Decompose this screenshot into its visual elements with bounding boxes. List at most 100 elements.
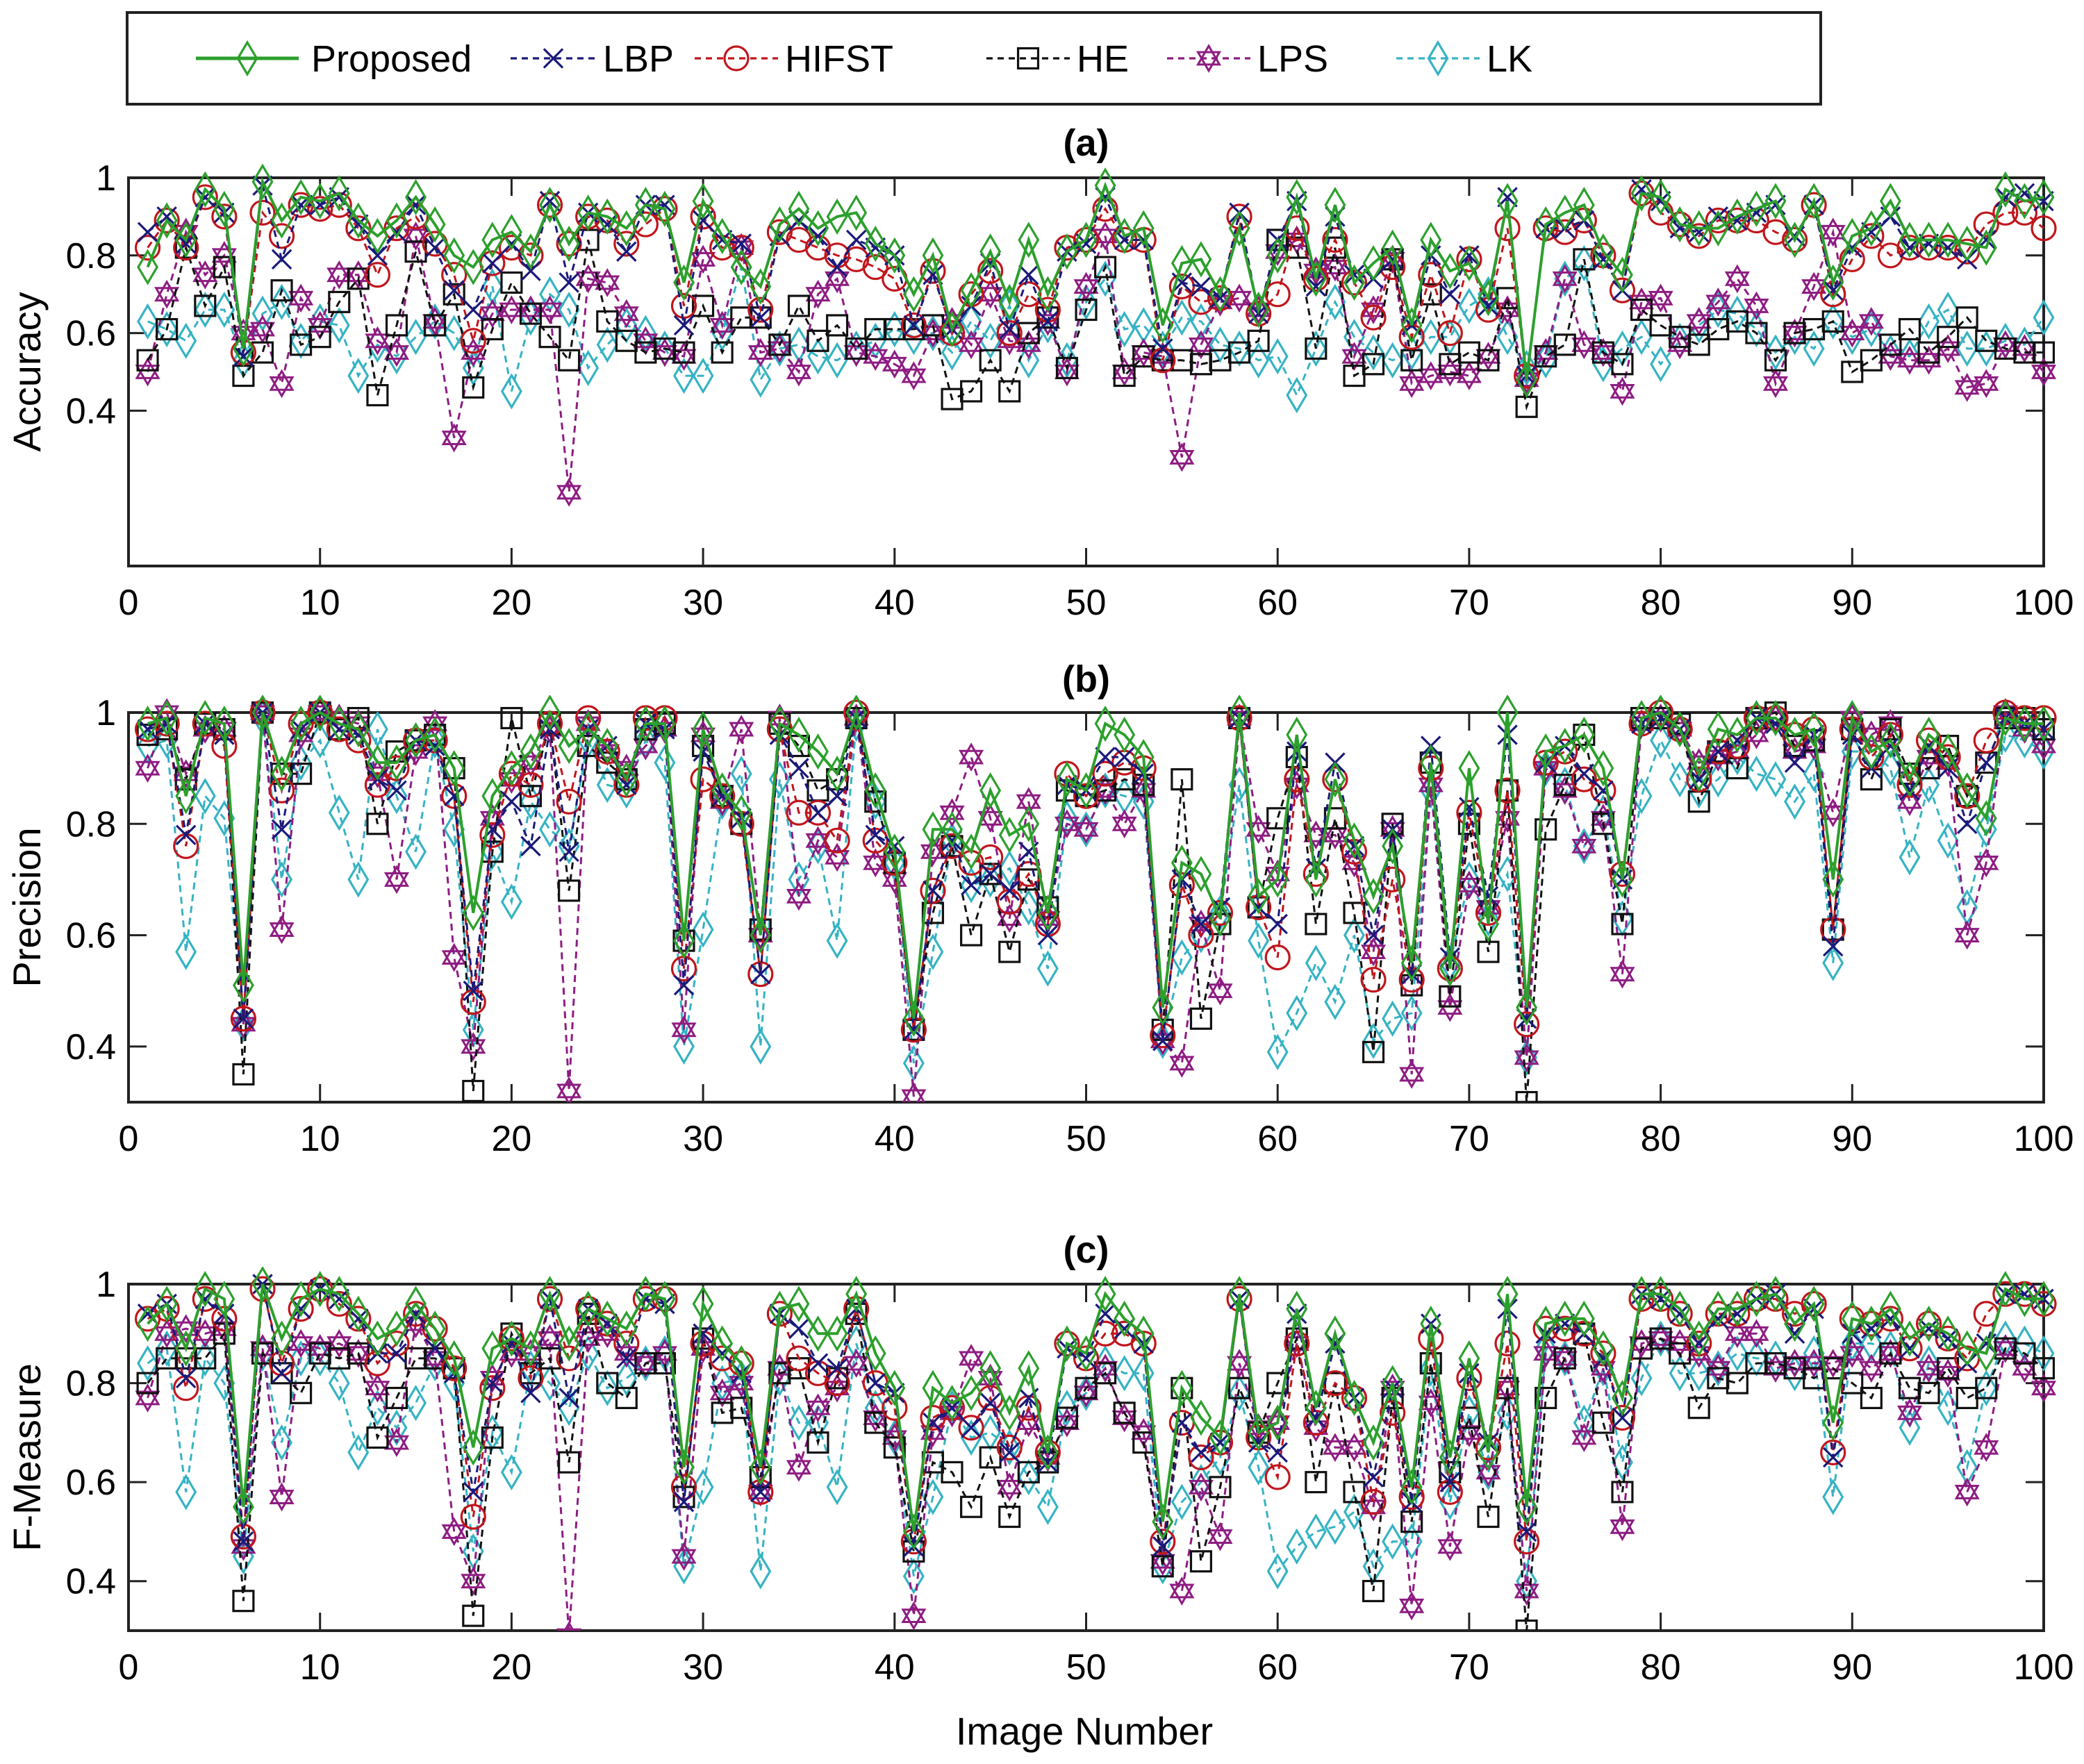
data-point-proposed xyxy=(807,733,829,770)
hexagram-part xyxy=(1227,1356,1252,1378)
data-point-lk xyxy=(730,756,752,792)
data-point-he xyxy=(1917,341,1940,364)
data-point-lbp xyxy=(1267,913,1288,935)
data-point-proposed xyxy=(194,699,216,737)
data-point-he xyxy=(1841,360,1864,383)
data-point-hifst xyxy=(345,215,372,242)
data-point-lbp xyxy=(1650,708,1671,729)
data-point-lps xyxy=(1456,361,1482,390)
data-point-lps xyxy=(1456,870,1482,900)
hexagram-part xyxy=(1724,264,1750,286)
data-point-proposed xyxy=(941,1384,963,1422)
data-point-lps xyxy=(288,283,314,313)
data-point-he xyxy=(213,256,235,278)
data-point-proposed xyxy=(1075,772,1097,809)
data-point-lbp xyxy=(463,980,483,1001)
hexagram-part xyxy=(135,1390,160,1413)
hexagram-part xyxy=(1341,1433,1367,1455)
data-point-proposed xyxy=(156,202,178,239)
hexagram-part xyxy=(499,772,524,794)
data-point-he xyxy=(1400,349,1423,372)
hexagram-part xyxy=(2031,365,2057,387)
data-point-he xyxy=(1343,1481,1366,1504)
legend-label: LPS xyxy=(1257,38,1328,80)
data-point-lbp xyxy=(711,785,733,806)
data-point-lk xyxy=(462,349,484,386)
data-point-lps xyxy=(1073,815,1099,844)
data-point-lbp xyxy=(1612,1407,1633,1429)
hexagram-part xyxy=(997,1479,1023,1502)
panel-title: (b) xyxy=(1062,658,1110,700)
data-point-lk xyxy=(1305,945,1327,981)
data-point-lk xyxy=(1899,839,1921,876)
data-point-proposed xyxy=(788,716,810,754)
data-point-lps xyxy=(1093,222,1118,251)
data-point-proposed xyxy=(1324,761,1346,798)
data-point-lps xyxy=(690,244,716,274)
data-point-proposed xyxy=(1132,1315,1155,1352)
hexagram-part xyxy=(1610,376,1635,399)
data-point-lk xyxy=(902,1045,925,1081)
data-point-proposed xyxy=(1918,222,1940,258)
data-point-he xyxy=(347,267,370,290)
x-tick-label: 20 xyxy=(491,1647,531,1688)
data-point-he xyxy=(251,1342,274,1365)
data-point-lps xyxy=(939,798,965,828)
data-point-lbp xyxy=(1343,835,1365,857)
hexagram-part xyxy=(575,1324,601,1346)
data-point-lk xyxy=(1324,1508,1346,1545)
data-point-proposed xyxy=(577,1290,599,1327)
data-point-proposed xyxy=(807,1315,829,1352)
x-tick-label: 20 xyxy=(491,1119,531,1159)
data-point-proposed xyxy=(1726,198,1748,235)
hexagram-part xyxy=(1552,1344,1578,1366)
data-point-proposed xyxy=(1784,716,1806,754)
data-point-lps xyxy=(1227,1349,1252,1378)
data-point-lk xyxy=(1918,303,1940,340)
data-point-lk xyxy=(673,1028,695,1065)
hexagram-part xyxy=(1801,272,1827,294)
legend-marker-square-icon xyxy=(1016,47,1040,70)
hexagram-part xyxy=(1610,967,1635,989)
hexagram-part xyxy=(1744,291,1769,313)
data-point-lps xyxy=(537,1324,563,1354)
hexagram-part xyxy=(383,872,410,895)
data-point-proposed xyxy=(328,705,350,742)
hexagram-part xyxy=(1196,51,1222,73)
data-point-proposed xyxy=(596,727,618,765)
data-point-lbp xyxy=(1956,813,1978,835)
data-point-proposed xyxy=(175,778,197,815)
hexagram-part xyxy=(901,1601,927,1624)
y-axis-label: F-Measure xyxy=(5,1363,49,1551)
data-point-hifst xyxy=(670,292,697,319)
data-point-he xyxy=(270,279,293,302)
data-point-proposed xyxy=(1860,1305,1883,1342)
data-point-hifst xyxy=(1858,223,1885,249)
data-point-proposed xyxy=(1554,194,1576,231)
data-point-proposed xyxy=(615,210,638,247)
data-point-lps xyxy=(825,842,850,872)
data-point-lps xyxy=(1648,1324,1673,1354)
data-point-lbp xyxy=(941,1397,963,1418)
data-point-lps xyxy=(1399,1591,1425,1621)
data-point-proposed xyxy=(1114,1300,1136,1337)
data-point-proposed xyxy=(1879,183,1901,219)
data-point-lk xyxy=(826,1469,848,1506)
hexagram-part xyxy=(499,295,524,317)
hexagram-part xyxy=(1801,1356,1827,1378)
data-point-proposed xyxy=(405,1285,427,1322)
hexagram-part xyxy=(1648,290,1673,313)
hexagram-part xyxy=(192,1326,218,1349)
data-point-hifst xyxy=(1302,265,1329,292)
data-point-lbp xyxy=(884,835,905,857)
data-point-proposed xyxy=(1324,187,1346,224)
data-point-lps xyxy=(1974,1433,1999,1463)
panel-c: (c) 0 10 20 30 40 50 60 70 80 90 100 0.4 0.6 0.8 1 F-Mea… xyxy=(5,1229,2074,1688)
hexagram-part xyxy=(154,1319,180,1341)
hexagram-part xyxy=(365,333,390,356)
hexagram-part xyxy=(383,1435,410,1457)
legend-item-proposed: Proposed xyxy=(196,38,472,80)
data-point-lk xyxy=(788,1404,810,1441)
x-tick-label: 0 xyxy=(119,583,139,623)
data-point-proposed xyxy=(1036,895,1059,931)
